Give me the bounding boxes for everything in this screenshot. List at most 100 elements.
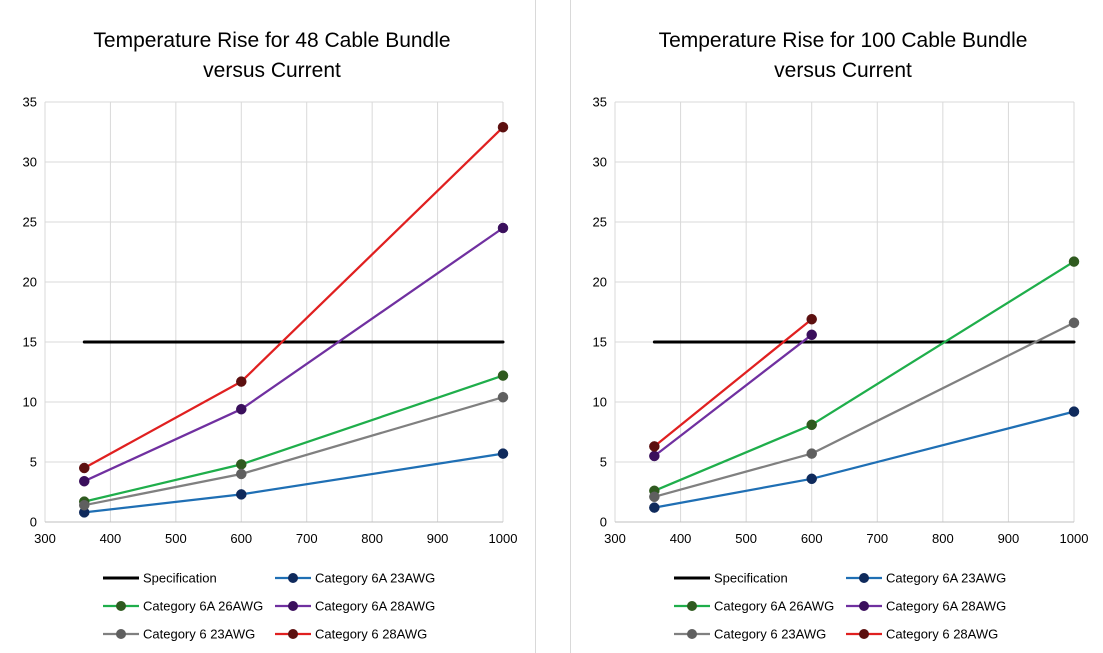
x-tick-label: 700: [296, 531, 318, 546]
legend-swatch-marker: [288, 573, 298, 583]
series-category-6a-28awg: [649, 330, 816, 461]
legend-label: Category 6 28AWG: [315, 627, 427, 642]
y-tick-label: 25: [23, 215, 37, 230]
data-point-category-6a-26awg: [1069, 257, 1079, 267]
x-tick-label: 500: [165, 531, 187, 546]
x-tick-label: 400: [100, 531, 122, 546]
legend-item-category-6a-28awg: Category 6A 28AWG: [846, 599, 1006, 614]
legend-item-specification: Specification: [674, 571, 788, 586]
y-tick-label: 25: [593, 215, 607, 230]
data-point-category-6-23awg: [236, 469, 246, 479]
data-point-category-6a-26awg: [236, 459, 246, 469]
y-tick-label: 5: [600, 455, 607, 470]
legend-item-specification: Specification: [103, 571, 217, 586]
x-tick-label: 300: [604, 531, 626, 546]
legend-label: Category 6A 26AWG: [714, 599, 834, 614]
y-tick-label: 15: [23, 335, 37, 350]
series-line-category-6a-28awg: [84, 228, 503, 481]
y-tick-label: 0: [30, 515, 37, 530]
series-category-6a-23awg: [649, 407, 1079, 513]
y-tick-label: 10: [23, 395, 37, 410]
series-line-category-6a-23awg: [654, 412, 1074, 508]
data-point-category-6a-23awg: [236, 489, 246, 499]
data-point-category-6a-23awg: [807, 474, 817, 484]
x-tick-label: 1000: [489, 531, 518, 546]
legend-label: Category 6A 26AWG: [143, 599, 263, 614]
legend-swatch-marker: [859, 601, 869, 611]
y-tick-label: 15: [593, 335, 607, 350]
gridlines: [615, 102, 1074, 522]
chart-title-line: versus Current: [774, 59, 912, 82]
legend-label: Specification: [714, 571, 788, 586]
y-tick-label: 30: [23, 155, 37, 170]
series-category-6a-26awg: [649, 257, 1079, 496]
series-category-6-28awg: [649, 314, 816, 451]
legend-swatch-marker: [859, 629, 869, 639]
data-point-category-6a-28awg: [236, 404, 246, 414]
data-point-category-6-23awg: [498, 392, 508, 402]
legend-swatch-marker: [288, 601, 298, 611]
data-point-category-6-28awg: [498, 122, 508, 132]
x-tick-label: 1000: [1060, 531, 1089, 546]
legend: Specification Category 6A 23AWG Category 6…: [103, 571, 435, 642]
legend-swatch-marker: [116, 629, 126, 639]
legend-item-category-6-28awg: Category 6 28AWG: [846, 627, 998, 642]
series-line-category-6a-26awg: [654, 262, 1074, 491]
legend-swatch-marker: [116, 601, 126, 611]
legend-label: Category 6 23AWG: [143, 627, 255, 642]
series-line-category-6a-26awg: [84, 376, 503, 502]
data-point-category-6a-26awg: [498, 371, 508, 381]
legend: Specification Category 6A 23AWG Category 6…: [674, 571, 1006, 642]
series-line-category-6-23awg: [654, 323, 1074, 497]
data-point-category-6a-28awg: [649, 451, 659, 461]
x-tick-label: 900: [998, 531, 1020, 546]
chart-panel-48-cable: Temperature Rise for 48 Cable Bundle vers…: [0, 0, 536, 653]
x-tick-label: 300: [34, 531, 56, 546]
y-tick-label: 0: [600, 515, 607, 530]
y-tick-label: 20: [593, 275, 607, 290]
data-point-category-6-23awg: [79, 500, 89, 510]
y-tick-label: 30: [593, 155, 607, 170]
data-point-category-6a-26awg: [807, 420, 817, 430]
series-line-category-6-28awg: [84, 127, 503, 468]
data-point-category-6-28awg: [236, 377, 246, 387]
gridlines: [45, 102, 503, 522]
x-tick-label: 400: [670, 531, 692, 546]
data-point-category-6-23awg: [807, 449, 817, 459]
chart-panel-100-cable: Temperature Rise for 100 Cable Bundle ver…: [570, 0, 1103, 653]
data-point-category-6-23awg: [649, 492, 659, 502]
legend-item-category-6a-23awg: Category 6A 23AWG: [846, 571, 1006, 586]
series-category-6-23awg: [79, 392, 508, 510]
legend-label: Category 6 23AWG: [714, 627, 826, 642]
x-tick-label: 800: [361, 531, 383, 546]
chart-title: Temperature Rise for 100 Cable Bundle ver…: [659, 29, 1028, 82]
legend-item-category-6a-23awg: Category 6A 23AWG: [275, 571, 435, 586]
series-line-category-6a-28awg: [654, 335, 811, 456]
series-line-category-6-28awg: [654, 319, 811, 446]
legend-item-category-6a-26awg: Category 6A 26AWG: [674, 599, 834, 614]
data-point-category-6a-23awg: [649, 503, 659, 513]
legend-label: Category 6 28AWG: [886, 627, 998, 642]
data-point-category-6-28awg: [649, 441, 659, 451]
data-point-category-6-23awg: [1069, 318, 1079, 328]
y-tick-label: 35: [593, 95, 607, 110]
chart-title-line: Temperature Rise for 100 Cable Bundle: [659, 29, 1028, 52]
y-tick-label: 5: [30, 455, 37, 470]
x-tick-label: 600: [801, 531, 823, 546]
data-point-category-6a-28awg: [79, 476, 89, 486]
legend-label: Category 6A 23AWG: [315, 571, 435, 586]
legend-swatch-marker: [687, 629, 697, 639]
legend-label: Category 6A 28AWG: [315, 599, 435, 614]
legend-item-category-6-23awg: Category 6 23AWG: [103, 627, 255, 642]
data-point-category-6-28awg: [79, 463, 89, 473]
y-tick-label: 20: [23, 275, 37, 290]
data-point-category-6a-23awg: [498, 449, 508, 459]
legend-item-category-6a-28awg: Category 6A 28AWG: [275, 599, 435, 614]
legend-item-category-6-28awg: Category 6 28AWG: [275, 627, 427, 642]
data-point-category-6a-28awg: [807, 330, 817, 340]
x-tick-label: 800: [932, 531, 954, 546]
legend-label: Category 6A 23AWG: [886, 571, 1006, 586]
legend-item-category-6-23awg: Category 6 23AWG: [674, 627, 826, 642]
legend-label: Specification: [143, 571, 217, 586]
data-point-category-6-28awg: [807, 314, 817, 324]
